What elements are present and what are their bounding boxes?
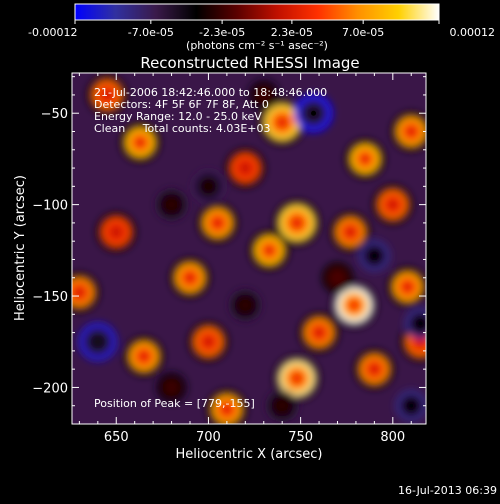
x-tick-label: 750 xyxy=(288,430,313,445)
colorbar-ticks: -0.00012 -7.0e-05 -2.3e-05 2.3e-05 7.0e-05 0.… xyxy=(28,20,495,39)
y-tick-label: −100 xyxy=(32,199,68,214)
heatmap-source xyxy=(404,307,426,340)
x-tick-label: 800 xyxy=(380,430,405,445)
info-line-time: 21-Jul-2006 18:42:46.000 to 18:48:46.000 xyxy=(94,86,327,99)
colorbar-tick-label: -7.0e-05 xyxy=(128,26,174,39)
axis-ticks: 650 700 750 800 −50 −100 −150 −200 xyxy=(32,73,426,445)
heatmap-image xyxy=(72,74,426,424)
heatmap-source xyxy=(304,318,334,347)
heatmap-source xyxy=(192,170,225,202)
x-tick-label: 700 xyxy=(196,430,221,445)
heatmap-source xyxy=(321,262,354,294)
heatmap-source xyxy=(279,360,315,396)
heatmap-source xyxy=(336,217,365,247)
heatmap-source xyxy=(254,236,284,265)
heatmap-source xyxy=(155,189,188,221)
heatmap-source xyxy=(396,117,426,146)
y-axis-label: Heliocentric Y (arcsec) xyxy=(13,175,28,321)
heatmap-source xyxy=(194,327,223,357)
heatmap-source xyxy=(203,208,232,238)
colorbar-tick-label: -0.00012 xyxy=(28,26,77,39)
heatmap-source xyxy=(264,104,300,140)
chart-title: Reconstructed RHESSI Image xyxy=(140,54,359,72)
info-block: 21-Jul-2006 18:42:46.000 to 18:48:46.000… xyxy=(94,86,327,410)
heatmap-source xyxy=(393,272,422,302)
colorbar: -0.00012 -7.0e-05 -2.3e-05 2.3e-05 7.0e-05 0.… xyxy=(28,3,495,52)
colorbar-gradient xyxy=(74,3,440,21)
heatmap-source xyxy=(212,395,242,424)
heatmap-source xyxy=(378,190,408,219)
heatmap-source xyxy=(279,205,315,241)
heatmap-source xyxy=(92,80,122,110)
heatmap-source xyxy=(72,278,94,307)
heatmap-source xyxy=(125,128,155,157)
colorbar-tick-label: 2.3e-05 xyxy=(271,26,313,39)
info-line-clean: Clean Total counts: 4.03E+03 xyxy=(94,122,271,135)
peak-dot xyxy=(311,110,317,116)
colorbar-unit-label: (photons cm⁻² s⁻¹ asec⁻²) xyxy=(186,39,328,52)
plot-frame xyxy=(71,72,427,425)
heatmap-source xyxy=(360,354,389,384)
heatmap-source xyxy=(395,390,426,422)
y-tick-label: −50 xyxy=(41,107,68,122)
footer-timestamp: 16-Jul-2013 06:39 xyxy=(398,484,497,497)
colorbar-tick-label: -2.3e-05 xyxy=(199,26,245,39)
info-line-detectors: Detectors: 4F 5F 6F 7F 8F, Att 0 xyxy=(94,98,269,111)
info-line-energy: Energy Range: 12.0 - 25.0 keV xyxy=(94,110,262,123)
heatmap-source xyxy=(78,322,118,361)
heatmap-source xyxy=(336,287,372,323)
colorbar-tick-label: 7.0e-05 xyxy=(342,26,384,39)
heatmap-source xyxy=(350,144,380,174)
heatmap-source xyxy=(231,153,260,183)
colorbar-tick-label: 0.00012 xyxy=(450,26,496,39)
x-axis-label: Heliocentric X (arcsec) xyxy=(176,447,323,462)
heatmap-source xyxy=(129,342,159,371)
heatmap-source xyxy=(175,263,205,293)
peak-position-text: Position of Peak = [779,-155] xyxy=(94,397,255,410)
heatmap-source xyxy=(358,240,390,272)
y-tick-label: −150 xyxy=(32,290,68,305)
heatmap-source xyxy=(229,289,261,321)
heatmap-source xyxy=(266,390,298,422)
heatmap-source xyxy=(248,79,280,111)
y-tick-label: −200 xyxy=(32,381,68,396)
heatmap-source xyxy=(101,217,131,247)
plot-area: 650 700 750 800 −50 −100 −150 −200 xyxy=(32,72,427,445)
x-tick-label: 650 xyxy=(104,430,129,445)
peak-marker xyxy=(311,110,317,116)
heatmap-source xyxy=(155,371,188,404)
